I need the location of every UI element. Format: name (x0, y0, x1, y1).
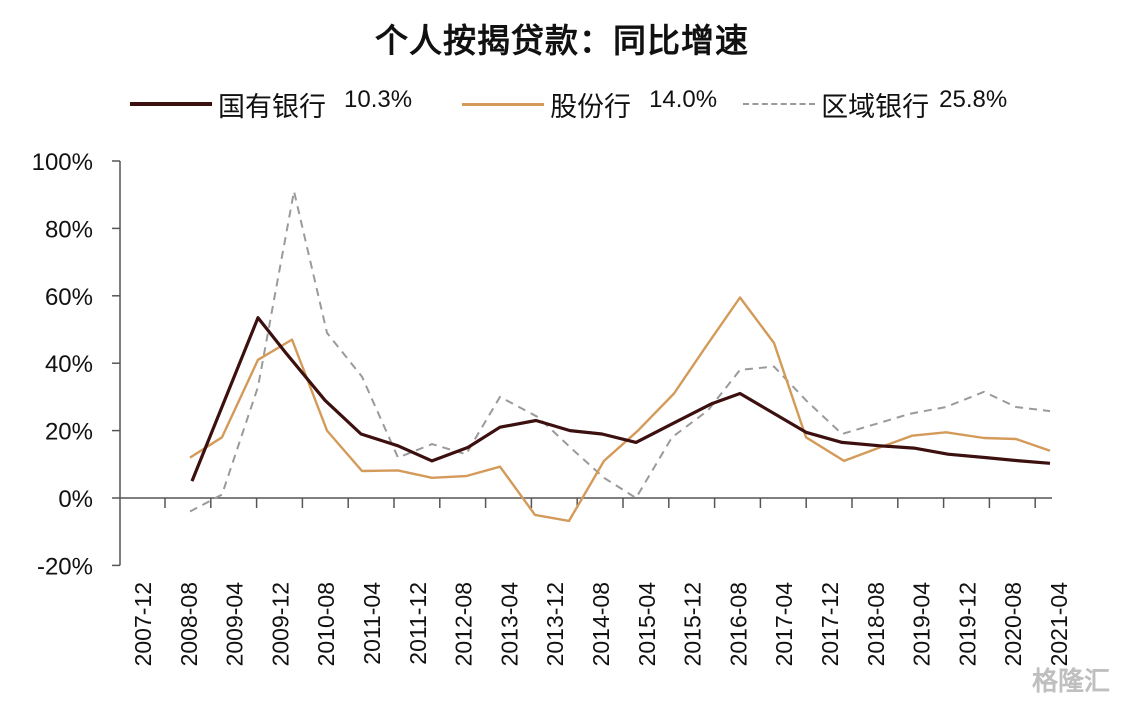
x-tick-label: 2009-12 (267, 582, 293, 666)
x-tick-label: 2013-04 (496, 582, 522, 667)
legend-label: 股份行 (550, 91, 632, 123)
x-tick-label: 2012-08 (451, 582, 477, 666)
chart-title: 个人按揭贷款：同比增速 (375, 21, 749, 60)
y-tick-label: 40% (45, 351, 93, 378)
x-tick-label: 2019-04 (909, 582, 935, 667)
y-tick-label: 60% (45, 284, 93, 311)
x-tick-label: 2020-08 (1000, 582, 1026, 666)
x-tick-label: 2007-12 (130, 582, 156, 666)
series-line (190, 316, 1051, 482)
x-tick-label: 2008-08 (176, 582, 202, 666)
x-tick-label: 2016-08 (725, 582, 751, 666)
legend-item-joint-stock-banks: 股份行 14.0% (462, 85, 717, 124)
x-tick-label: 2017-04 (771, 582, 797, 667)
legend-value: 10.3% (344, 86, 413, 113)
series-line (189, 296, 1051, 523)
legend-label: 国有银行 (218, 91, 326, 123)
x-tick-label: 2010-08 (313, 582, 339, 666)
y-tick-label: 80% (45, 216, 93, 243)
y-axis: -20% 0% 20% 40% 60% 80% 100% (32, 149, 121, 580)
series-line (189, 190, 1051, 513)
x-tick-label: 2017-12 (817, 582, 843, 666)
x-tick-label: 2013-12 (542, 582, 568, 666)
legend-item-state-banks: 国有银行 10.3% (130, 85, 412, 124)
legend-swatch-dashed-gray (743, 103, 816, 105)
x-tick-label: 2021-04 (1046, 582, 1072, 667)
series-lines (189, 190, 1051, 523)
x-tick-label: 2011-12 (405, 582, 431, 665)
y-tick-label: 20% (45, 419, 93, 446)
legend-item-regional-banks: 区域银行 25.8% (743, 85, 1007, 124)
legend-swatch-solid-orange (462, 102, 545, 106)
x-tick-label: 2011-04 (359, 582, 385, 665)
legend-swatch-solid-dark (130, 102, 212, 106)
legend-label: 区域银行 (821, 91, 930, 123)
watermark: 格隆汇 (1031, 667, 1110, 697)
legend-value: 25.8% (939, 86, 1008, 113)
x-tick-label: 2014-08 (588, 582, 614, 666)
x-tick-label: 2015-04 (634, 582, 660, 667)
y-tick-label: 0% (58, 486, 93, 513)
x-tick-label: 2018-08 (863, 582, 889, 666)
legend: 国有银行 10.3% 股份行 14.0% 区域银行 25.8% (130, 84, 1027, 124)
y-tick-label: 100% (32, 149, 93, 176)
x-tick-label: 2015-12 (680, 582, 706, 666)
legend-value: 14.0% (649, 86, 718, 113)
x-tick-label: 2019-12 (954, 582, 980, 666)
x-tick-label: 2009-04 (222, 582, 248, 667)
y-tick-label: -20% (37, 553, 93, 580)
x-axis: 2007-12 2008-08 2009-04 2009-12 2010-08 2011-… (120, 497, 1072, 667)
